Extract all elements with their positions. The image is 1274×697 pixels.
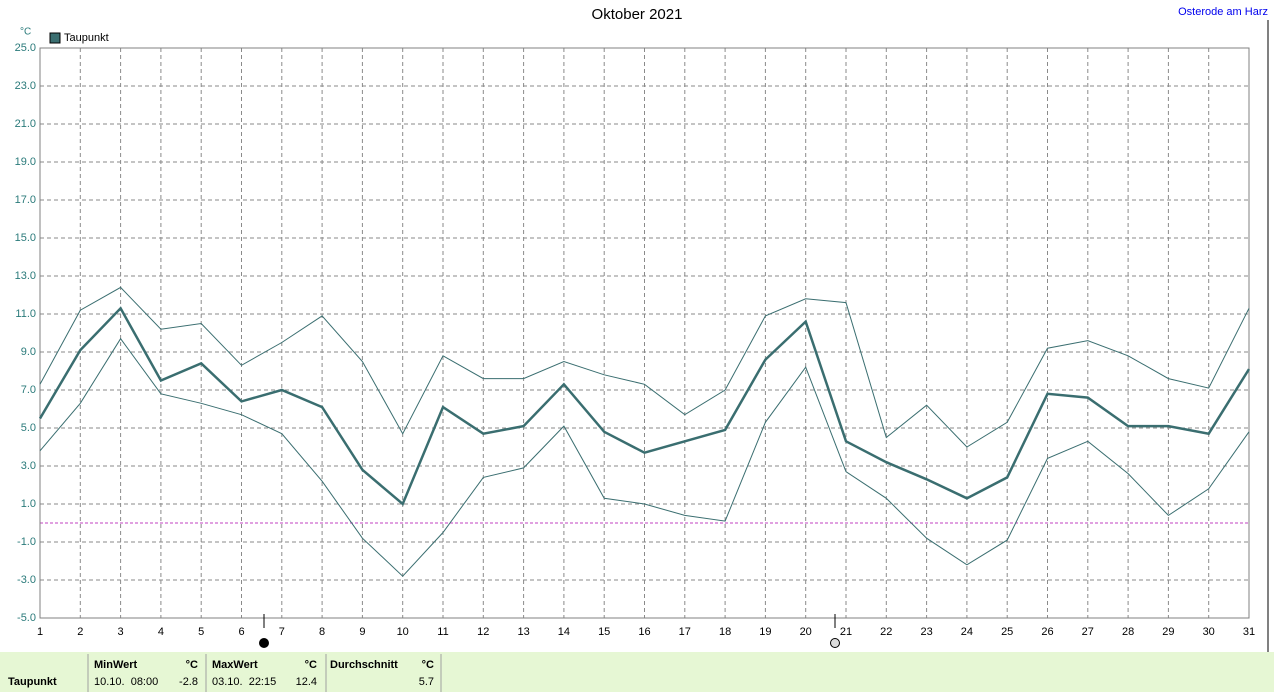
y-tick-label: -1.0 [17,536,36,548]
x-tick-label: 2 [77,626,83,638]
x-tick-label: 23 [920,626,932,638]
min-time: 10.10. 08:00 [94,676,158,688]
x-tick-label: 1 [37,626,43,638]
x-tick-label: 24 [961,626,973,638]
x-tick-label: 28 [1122,626,1134,638]
x-tick-label: 10 [397,626,409,638]
min-value: -2.8 [179,676,198,688]
location: Osterode am Harz [1178,6,1268,18]
avg-header: Durchschnitt [330,659,398,671]
avg-unit: °C [422,659,434,671]
x-tick-label: 16 [638,626,650,638]
unit-label: °C [20,27,31,38]
x-tick-label: 19 [759,626,771,638]
max-time: 03.10. 22:15 [212,676,276,688]
y-tick-label: 9.0 [21,346,36,358]
y-tick-label: -5.0 [17,612,36,624]
x-tick-label: 29 [1162,626,1174,638]
series-line [38,306,1251,507]
summary-table: Taupunkt MinWert °C 10.10. 08:00 -2.8 Ma… [0,652,1274,692]
max-unit: °C [305,659,317,671]
x-tick-label: 9 [359,626,365,638]
x-tick-label: 20 [800,626,812,638]
y-tick-label: 19.0 [15,156,36,168]
x-tick-label: 12 [477,626,489,638]
y-tick-label: 7.0 [21,384,36,396]
new-moon [259,638,269,648]
x-tick-label: 13 [517,626,529,638]
x-tick-label: 6 [238,626,244,638]
plot-area: -5.0 -3.0 -1.0 1.0 3.0 5.0 7.0 9.0 11.0 13.0 15.0 1… [15,42,1256,638]
avg-value: 5.7 [419,676,434,688]
full-moon [830,638,840,648]
y-tick-label: 1.0 [21,498,36,510]
x-tick-label: 7 [279,626,285,638]
max-value: 12.4 [296,676,317,688]
x-tick-label: 8 [319,626,325,638]
x-tick-label: 11 [437,626,448,638]
y-tick-label: 23.0 [15,80,36,92]
y-tick-label: 13.0 [15,270,36,282]
x-tick-label: 31 [1243,626,1255,638]
y-tick-label: 11.0 [15,308,36,320]
y-tick-label: 25.0 [15,42,36,54]
x-tick-label: 17 [679,626,691,638]
x-tick-label: 3 [118,626,124,638]
row-label: Taupunkt [8,676,57,688]
max-header: MaxWert [212,659,258,671]
min-line [39,337,1250,577]
x-tick-label: 25 [1001,626,1013,638]
legend-swatch [49,32,61,44]
table-bg [0,652,1274,692]
plot-frame [39,47,1250,619]
x-tick-label: 30 [1203,626,1215,638]
y-tick-label: 5.0 [21,422,36,434]
x-tick-label: 27 [1082,626,1094,638]
chart-title: Oktober 2021 [592,6,683,23]
x-tick-label: 4 [158,626,164,638]
x-tick-label: 22 [880,626,892,638]
x-tick-label: 26 [1041,626,1053,638]
x-tick-label: 15 [598,626,610,638]
legend-label: Taupunkt [64,32,109,44]
min-unit: °C [186,659,198,671]
x-tick-label: 14 [558,626,570,638]
y-tick-label: 21.0 [15,118,36,130]
x-tick-label: 21 [840,626,852,638]
y-tick-label: 17.0 [15,194,36,206]
y-tick-label: 3.0 [21,460,36,472]
y-tick-label: 15.0 [15,232,36,244]
y-tick-label: -3.0 [17,574,36,586]
max-line [39,286,1250,448]
x-tick-label: 5 [198,626,204,638]
min-header: MinWert [94,659,138,671]
x-tick-label: 18 [719,626,731,638]
